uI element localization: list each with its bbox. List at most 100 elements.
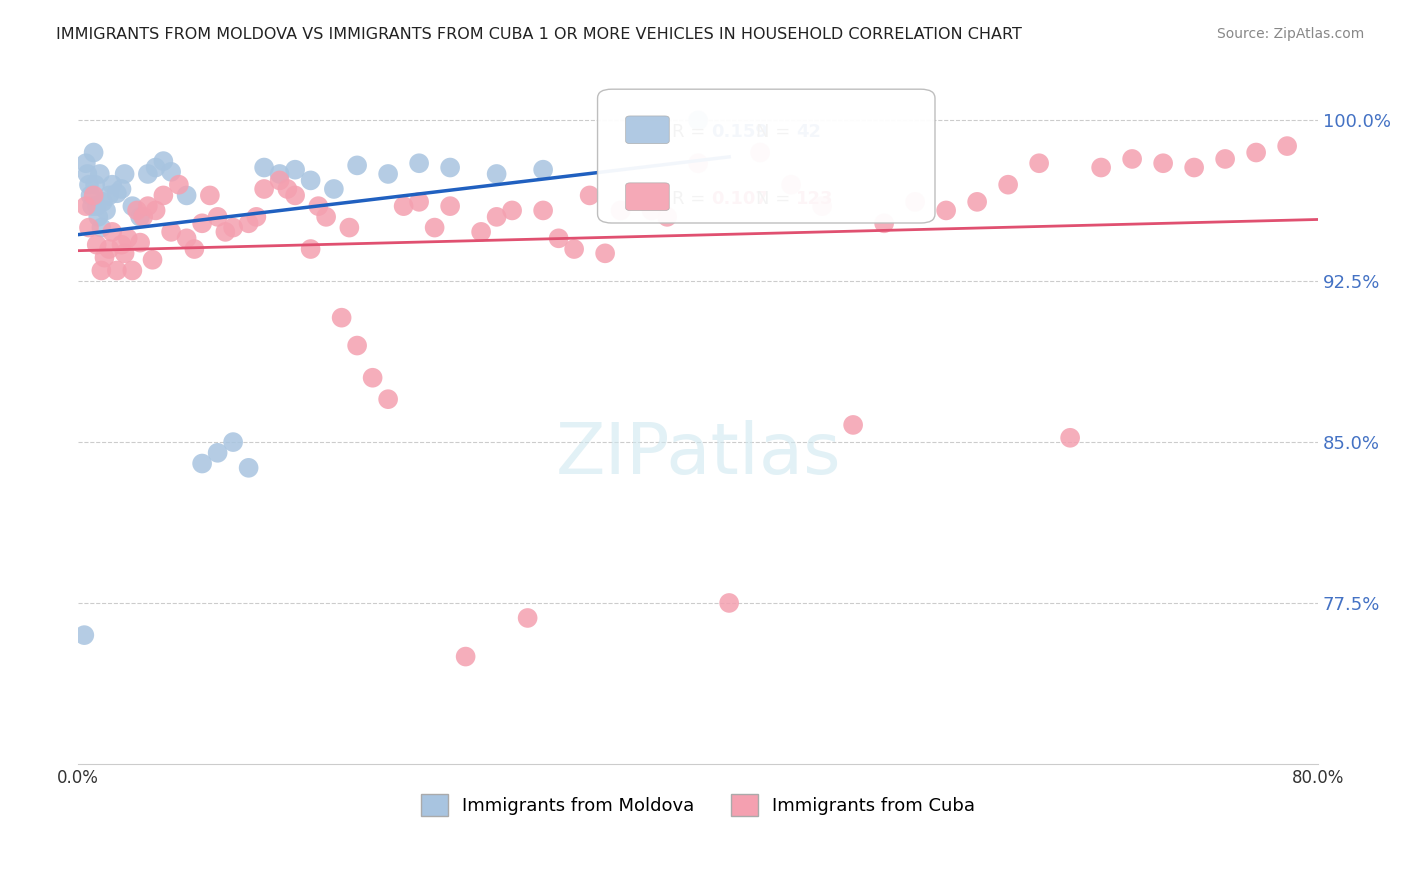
Point <box>86 199 108 213</box>
Point <box>238 216 260 230</box>
Point <box>222 220 245 235</box>
Text: 123: 123 <box>796 190 834 208</box>
Text: 0.107: 0.107 <box>711 190 768 208</box>
Point <box>207 210 229 224</box>
Point <box>1059 431 1081 445</box>
Point <box>98 242 121 256</box>
Point <box>361 370 384 384</box>
Point <box>873 216 896 230</box>
Point <box>91 194 114 209</box>
Point <box>253 182 276 196</box>
Point <box>269 173 291 187</box>
Point <box>167 178 190 192</box>
Text: IMMIGRANTS FROM MOLDOVA VS IMMIGRANTS FROM CUBA 1 OR MORE VEHICLES IN HOUSEHOLD : IMMIGRANTS FROM MOLDOVA VS IMMIGRANTS FR… <box>56 27 1022 42</box>
Point <box>87 210 110 224</box>
Point <box>485 167 508 181</box>
Point <box>86 237 108 252</box>
Point <box>688 156 710 170</box>
Point <box>152 188 174 202</box>
Point <box>110 182 132 196</box>
Point <box>454 649 477 664</box>
Point <box>377 392 399 407</box>
Point <box>198 188 221 202</box>
Point <box>299 242 322 256</box>
Point <box>94 203 117 218</box>
Text: R =: R = <box>672 123 711 141</box>
Point <box>307 199 329 213</box>
Point <box>269 167 291 181</box>
Point <box>997 178 1019 192</box>
Point <box>191 457 214 471</box>
Point <box>160 165 183 179</box>
Point <box>1182 161 1205 175</box>
Point <box>346 338 368 352</box>
Point <box>1275 139 1298 153</box>
Point <box>80 199 103 213</box>
Point <box>423 220 446 235</box>
Point <box>73 628 96 642</box>
Point <box>1244 145 1267 160</box>
Text: N =: N = <box>756 190 796 208</box>
Point <box>114 167 136 181</box>
Point <box>531 162 554 177</box>
Point <box>90 220 112 235</box>
Point <box>183 242 205 256</box>
Point <box>132 210 155 224</box>
Text: 42: 42 <box>796 123 821 141</box>
Point <box>84 178 107 192</box>
Point <box>176 231 198 245</box>
Point <box>93 251 115 265</box>
Point <box>718 596 741 610</box>
Text: Source: ZipAtlas.com: Source: ZipAtlas.com <box>1216 27 1364 41</box>
Point <box>75 199 97 213</box>
Point <box>640 203 662 218</box>
Point <box>299 173 322 187</box>
Point <box>214 225 236 239</box>
Point <box>516 611 538 625</box>
Point <box>408 194 430 209</box>
Point <box>160 225 183 239</box>
Point <box>547 231 569 245</box>
Point <box>105 186 128 201</box>
Point <box>245 210 267 224</box>
Legend: Immigrants from Moldova, Immigrants from Cuba: Immigrants from Moldova, Immigrants from… <box>413 787 983 823</box>
Point <box>1028 156 1050 170</box>
Point <box>749 145 772 160</box>
Point <box>75 156 97 170</box>
Point <box>141 252 163 267</box>
Point <box>1121 152 1143 166</box>
Point <box>346 158 368 172</box>
Point <box>90 263 112 277</box>
Point <box>83 188 105 202</box>
Point <box>176 188 198 202</box>
Point <box>609 203 631 218</box>
Point <box>470 225 492 239</box>
Point <box>1213 152 1236 166</box>
Point <box>105 263 128 277</box>
Point <box>655 210 678 224</box>
Point <box>129 235 152 250</box>
Point <box>562 242 585 256</box>
Point <box>114 246 136 260</box>
Point <box>77 178 100 192</box>
Point <box>284 188 307 202</box>
Point <box>253 161 276 175</box>
Point <box>392 199 415 213</box>
Point <box>76 167 98 181</box>
Point <box>110 237 132 252</box>
Point <box>811 199 834 213</box>
Point <box>207 446 229 460</box>
Text: N =: N = <box>756 123 796 141</box>
Text: R =: R = <box>672 190 711 208</box>
Point <box>129 210 152 224</box>
Point <box>935 203 957 218</box>
Point <box>191 216 214 230</box>
Point <box>125 203 148 218</box>
Point <box>439 161 461 175</box>
Point <box>136 167 159 181</box>
Point <box>337 220 360 235</box>
Point <box>89 167 111 181</box>
Point <box>780 178 803 192</box>
Point <box>101 178 124 192</box>
Point <box>322 182 344 196</box>
